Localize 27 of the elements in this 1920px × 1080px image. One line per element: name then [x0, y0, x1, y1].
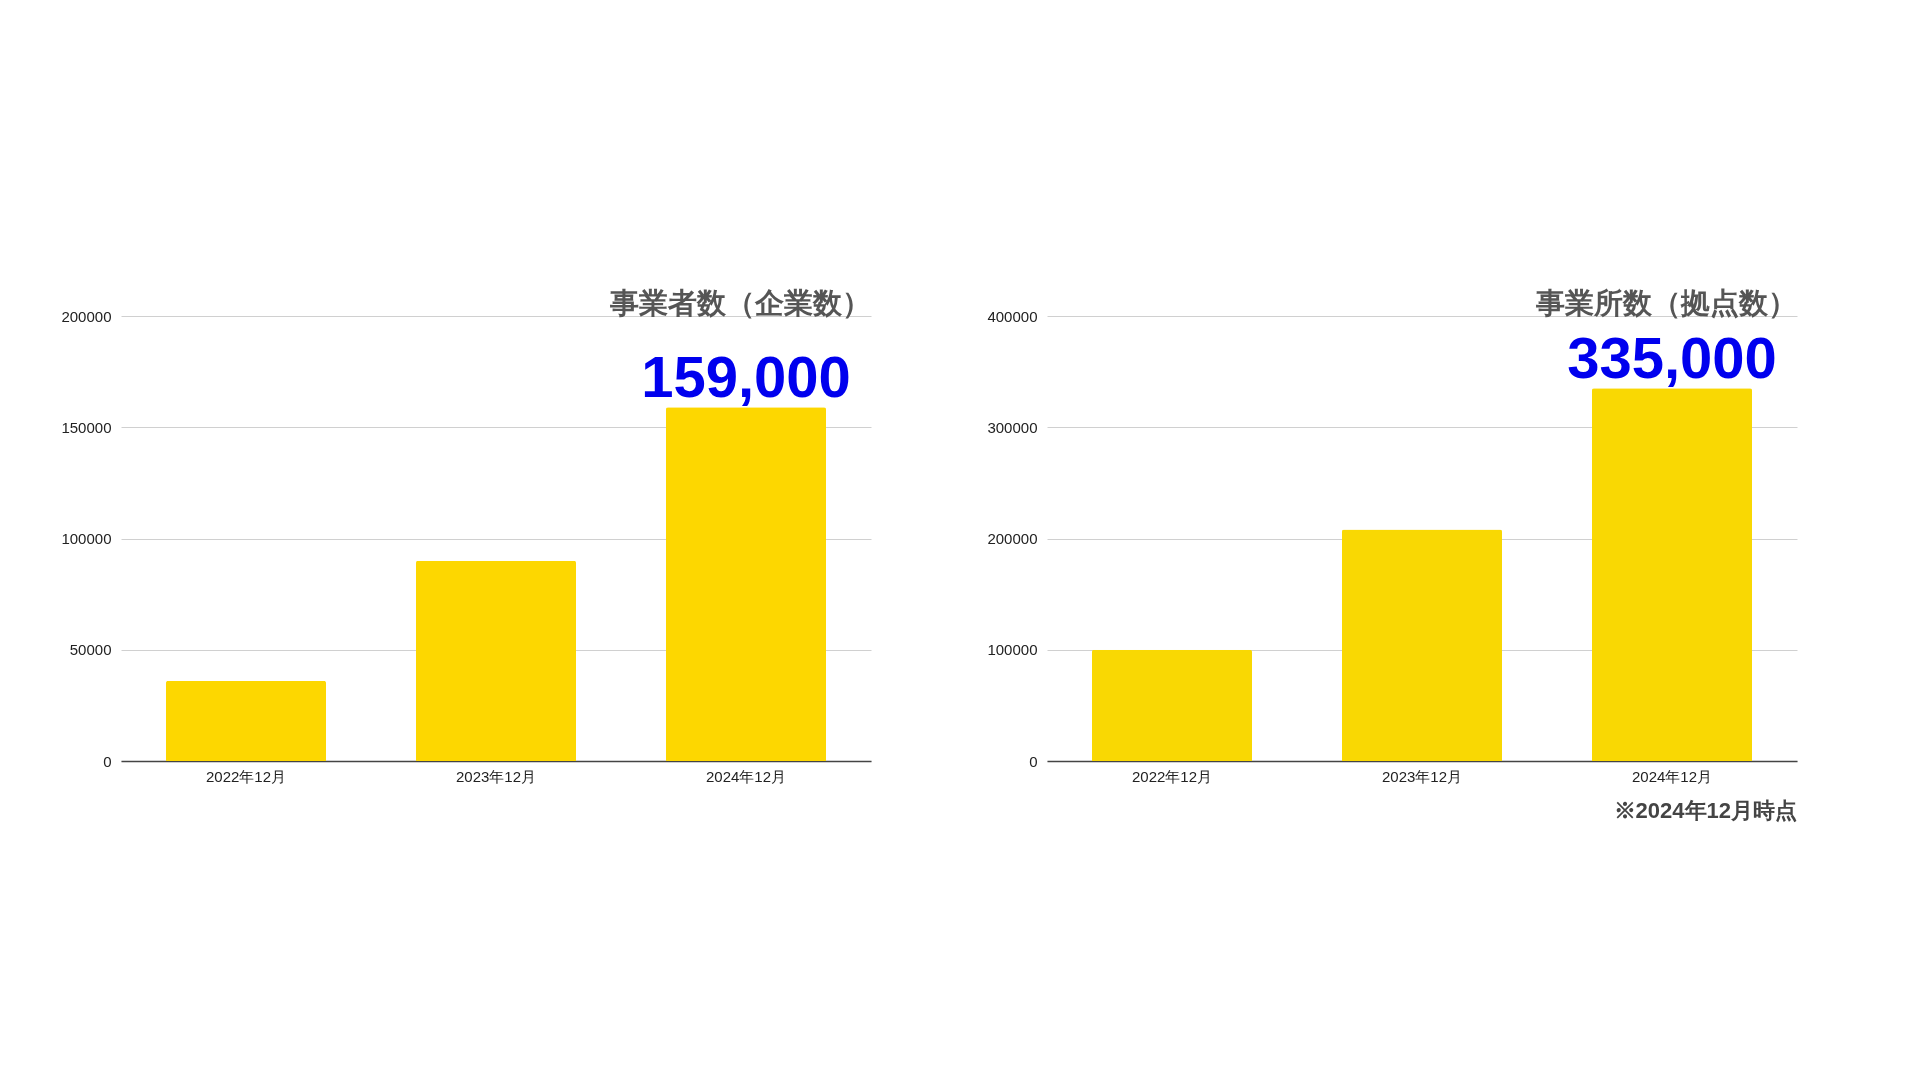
data-label: 335,000 — [1567, 325, 1777, 391]
y-tick-label: 300000 — [987, 418, 1038, 436]
bar — [166, 680, 326, 761]
y-tick-label: 150000 — [61, 418, 112, 436]
data-label: 159,000 — [641, 344, 851, 410]
x-tick-label: 2023年12月 — [1381, 767, 1463, 785]
y-tick-label: 200000 — [987, 530, 1038, 547]
bar — [1092, 649, 1252, 761]
y-tick-label: 0 — [1029, 752, 1038, 770]
bar — [666, 407, 826, 761]
chart-title: 事業者数（企業数） — [609, 287, 871, 319]
y-tick-label: 100000 — [987, 641, 1038, 659]
x-tick-label: 2023年12月 — [455, 767, 537, 785]
x-tick-label: 2024年12月 — [705, 767, 787, 785]
y-tick-label: 0 — [103, 752, 112, 770]
x-tick-label: 2024年12月 — [1631, 767, 1713, 785]
bar — [1592, 388, 1752, 761]
x-tick-label: 2022年12月 — [205, 767, 287, 785]
bar — [416, 560, 576, 761]
x-tick-label: 2022年12月 — [1131, 767, 1213, 785]
y-tick-label: 100000 — [61, 530, 112, 547]
text: ※2024年12月時点 — [1613, 798, 1797, 823]
y-tick-label: 50000 — [69, 641, 112, 659]
y-tick-label: 400000 — [987, 307, 1038, 325]
chart-title: 事業所数（拠点数） — [1535, 287, 1797, 319]
y-tick-label: 200000 — [61, 307, 112, 325]
bar — [1342, 529, 1502, 761]
